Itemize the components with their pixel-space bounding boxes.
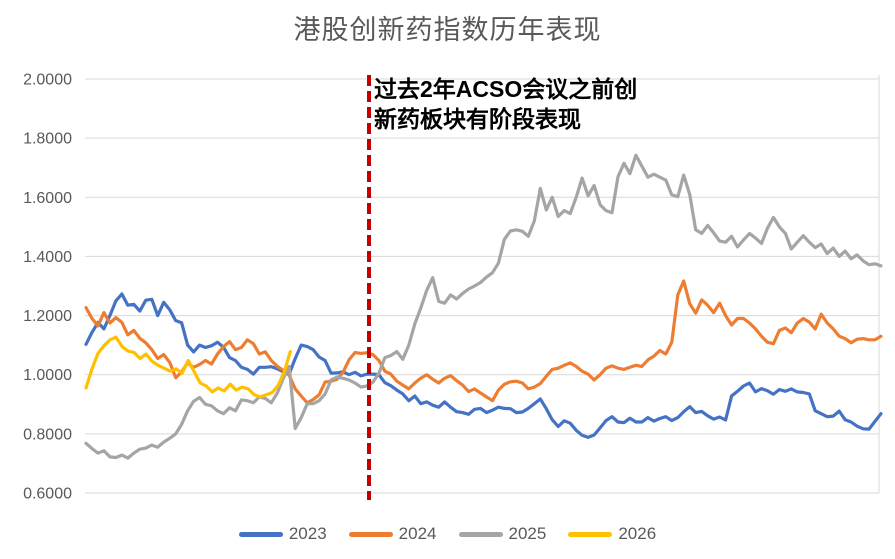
series-line-2024 [84, 279, 883, 405]
series-line-2025 [84, 153, 883, 460]
legend-swatch-2023 [238, 531, 283, 537]
y-axis-label: 1.8000 [23, 131, 72, 148]
y-axis-label: 0.8000 [23, 426, 72, 443]
series-line-2023 [84, 292, 883, 439]
legend-label-2026: 2026 [618, 524, 657, 543]
legend-swatch-2026 [568, 531, 613, 537]
y-axis-label: 1.2000 [23, 308, 72, 325]
legend: 2023 2024 2025 2026 [0, 524, 895, 544]
y-axis-label: 1.4000 [23, 249, 72, 266]
legend-swatch-2025 [458, 531, 503, 537]
legend-swatch-2024 [348, 531, 393, 537]
y-axis-label: 1.6000 [23, 190, 72, 207]
legend-label-2023: 2023 [288, 524, 327, 543]
legend-item-2026: 2026 [568, 524, 656, 544]
y-axis-label: 1.0000 [23, 367, 72, 384]
series-line-2026 [84, 335, 292, 399]
annotation-line-1: 过去2年ACSO会议之前创 [374, 76, 638, 102]
y-axis-label: 2.0000 [23, 72, 72, 89]
chart-title: 港股创新药指数历年表现 [293, 15, 602, 45]
legend-item-2023: 2023 [238, 524, 327, 544]
legend-label-2024: 2024 [398, 524, 437, 543]
annotation-callout: 过去2年ACSO会议之前创 新药板块有阶段表现 [374, 74, 637, 134]
y-axis-label: 0.6000 [23, 486, 72, 503]
annotation-line-2: 新药板块有阶段表现 [374, 106, 581, 132]
legend-item-2024: 2024 [348, 524, 437, 544]
legend-item-2025: 2025 [458, 524, 547, 544]
legend-label-2025: 2025 [508, 524, 547, 543]
